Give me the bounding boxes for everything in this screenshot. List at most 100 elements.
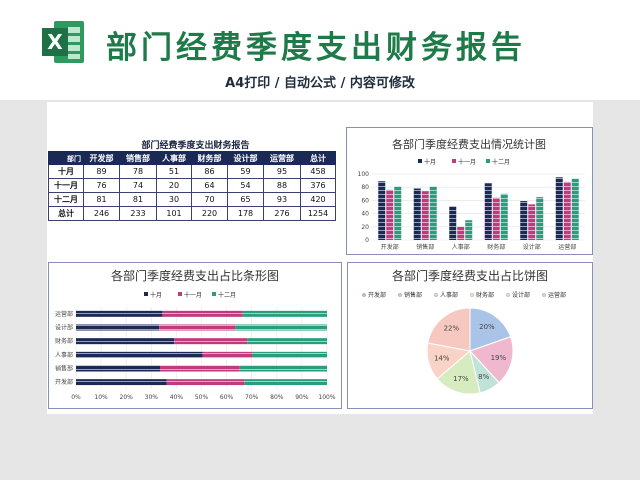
x-tick-label: 20% bbox=[120, 394, 134, 401]
column-header: 人事部 bbox=[156, 151, 192, 165]
table-cell: 76 bbox=[83, 178, 120, 193]
table-cell: 458 bbox=[300, 164, 336, 179]
table-cell: 178 bbox=[227, 206, 264, 221]
bar bbox=[492, 197, 500, 240]
bar-segment bbox=[76, 351, 203, 358]
bar-segment bbox=[162, 310, 243, 317]
table-cell: 420 bbox=[300, 192, 336, 207]
x-tick-label: 财务部 bbox=[487, 243, 505, 251]
legend-swatch bbox=[362, 293, 366, 297]
table-cell: 95 bbox=[263, 164, 301, 179]
table-cell: 86 bbox=[191, 164, 228, 179]
table-cell: 30 bbox=[156, 192, 192, 207]
legend-swatch bbox=[542, 293, 546, 297]
x-tick-label: 40% bbox=[170, 394, 184, 401]
column-header: 财务部 bbox=[191, 151, 228, 165]
bar bbox=[536, 197, 544, 240]
x-tick-label: 运营部 bbox=[558, 243, 576, 251]
bar-segment bbox=[247, 338, 327, 345]
legend-label: 十月 bbox=[424, 158, 436, 166]
bar bbox=[449, 206, 457, 240]
bar-segment bbox=[244, 379, 327, 386]
table-cell: 246 bbox=[83, 206, 120, 221]
bar-segment bbox=[160, 365, 240, 372]
bar-segment bbox=[159, 324, 236, 331]
column-header: 总计 bbox=[300, 151, 336, 165]
y-tick-label: 40 bbox=[361, 211, 369, 218]
x-tick-label: 10% bbox=[94, 394, 108, 401]
bar bbox=[457, 226, 465, 240]
pie-slice bbox=[427, 307, 471, 352]
table-row: 十月 89 78 51 86 59 95 458 bbox=[48, 164, 336, 179]
bar-segment bbox=[166, 379, 245, 386]
legend-label: 人事部 bbox=[440, 291, 458, 299]
legend-label: 财务部 bbox=[476, 291, 494, 299]
table-cell: 376 bbox=[300, 178, 336, 193]
x-tick-label: 0% bbox=[71, 394, 81, 401]
pie-slice bbox=[469, 336, 514, 384]
y-tick-label: 0 bbox=[365, 237, 369, 244]
chart-title: 各部门季度经费支出占比饼图 bbox=[392, 268, 548, 283]
table-cell: 51 bbox=[156, 164, 192, 179]
table-total-row: 总计 246 233 101 220 178 276 1254 bbox=[48, 206, 336, 221]
bar bbox=[465, 220, 473, 240]
column-header: 设计部 bbox=[227, 151, 264, 165]
table-title: 部门经费季度支出财务报告 bbox=[141, 141, 250, 151]
table-cell: 93 bbox=[263, 192, 301, 207]
y-tick-label: 销售部 bbox=[55, 365, 73, 373]
y-tick-label: 60 bbox=[361, 197, 369, 204]
legend-swatch bbox=[178, 292, 182, 296]
logo-letter: X bbox=[47, 30, 63, 54]
row-label: 十一月 bbox=[48, 178, 84, 193]
table-cell: 233 bbox=[119, 206, 157, 221]
data-label: 17% bbox=[453, 375, 469, 383]
x-tick-label: 90% bbox=[295, 394, 309, 401]
bar-segment bbox=[202, 351, 253, 358]
bar-segment bbox=[76, 324, 160, 331]
x-tick-label: 设计部 bbox=[523, 243, 541, 251]
bar-segment bbox=[76, 338, 175, 345]
page-title: 部门经费季度支出财务报告 bbox=[106, 30, 526, 66]
row-label: 十月 bbox=[48, 164, 84, 179]
bar-segment bbox=[239, 365, 327, 372]
table-row: 十二月 81 81 30 70 65 93 420 bbox=[48, 192, 336, 207]
legend-label: 销售部 bbox=[404, 291, 422, 299]
x-tick-label: 100% bbox=[318, 394, 335, 401]
legend-swatch bbox=[398, 293, 402, 297]
table-cell: 88 bbox=[263, 178, 301, 193]
bar bbox=[413, 188, 421, 240]
table-cell: 78 bbox=[119, 164, 157, 179]
data-label: 20% bbox=[479, 323, 495, 331]
table-cell: 220 bbox=[191, 206, 228, 221]
x-tick-label: 开发部 bbox=[381, 243, 399, 251]
legend-swatch bbox=[144, 292, 148, 296]
bar-segment bbox=[174, 338, 248, 345]
legend-label: 十一月 bbox=[458, 158, 476, 166]
data-label: 14% bbox=[434, 354, 450, 362]
chart-title: 各部门季度经费支出占比条形图 bbox=[111, 268, 279, 283]
bar-segment bbox=[252, 351, 327, 358]
table-cell: 54 bbox=[227, 178, 264, 193]
y-tick-label: 人事部 bbox=[55, 351, 73, 359]
bar bbox=[394, 186, 402, 240]
table-cell: 89 bbox=[83, 164, 120, 179]
legend-label: 十一月 bbox=[184, 291, 202, 299]
legend-label: 十二月 bbox=[492, 158, 510, 166]
bar bbox=[500, 193, 508, 240]
x-tick-label: 50% bbox=[195, 394, 209, 401]
data-label: 8% bbox=[478, 373, 489, 381]
table-cell: 1254 bbox=[300, 206, 336, 221]
bar bbox=[563, 181, 571, 240]
pie-slice bbox=[436, 350, 481, 395]
column-header: 销售部 bbox=[119, 151, 157, 165]
legend-swatch bbox=[470, 293, 474, 297]
stacked-bar-chart-panel: 各部门季度经费支出占比条形图 十月 十一月 十二月 0% 10% 20% 30% 40% 50% 6… bbox=[48, 262, 342, 409]
legend-swatch bbox=[418, 159, 422, 163]
legend-label: 十月 bbox=[150, 291, 162, 299]
bar bbox=[386, 189, 394, 240]
pie-chart-panel: 各部门季度经费支出占比饼图 开发部 销售部 人事部 财务部 设计部 运营部 20% 19% 8% 1… bbox=[347, 262, 593, 409]
y-tick-label: 100 bbox=[358, 171, 370, 178]
